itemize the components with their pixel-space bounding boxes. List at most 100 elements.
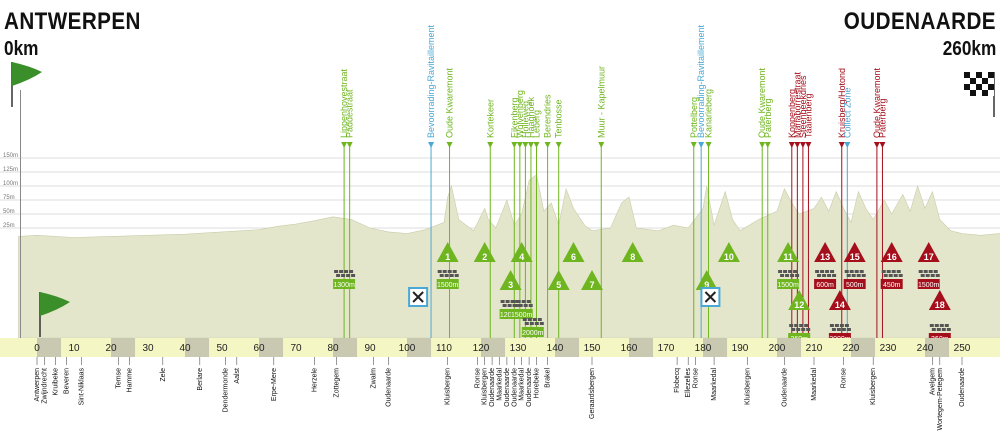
climb-triangle [777, 242, 800, 262]
km-tick-label: 20 [105, 343, 117, 354]
cobble-stone [442, 270, 447, 273]
place-name: Zwijndrecht [41, 368, 48, 404]
cobble-length-label: 1200m [500, 312, 522, 319]
marker-arrow [788, 142, 795, 148]
place-name: Antwerpen [34, 368, 41, 402]
km-axis-cell [629, 338, 654, 357]
cobble-length-badge [814, 279, 837, 289]
start-flag-icon [12, 62, 42, 86]
cobble-length-label: 1500m [511, 312, 533, 319]
cobble-stone [349, 270, 354, 273]
cobble-length-label: 1500m [437, 282, 459, 289]
marker-label: Kruisberg/Hotond [837, 68, 847, 138]
km-axis-cell [111, 338, 136, 357]
marker-label: Oude Kwaremont [872, 67, 882, 138]
marker-label: Oude Kwaremont [757, 67, 767, 138]
km-axis-cell [925, 338, 950, 357]
km-tick-label: 170 [658, 343, 675, 354]
km-tick-label: 100 [399, 343, 416, 354]
km-tick-label: 70 [290, 343, 302, 354]
cobble-stone [511, 300, 516, 303]
climb-triangle [717, 242, 740, 262]
cobble-length-label: 500m [846, 282, 864, 289]
marker-label: Bevoorrading-Ravitaillement [696, 24, 706, 138]
checkered-square [976, 72, 982, 78]
climb-triangle [581, 270, 603, 290]
cobble-stone [516, 300, 521, 303]
marker-label: Koppenberg [787, 89, 797, 138]
cobble-stone [778, 270, 783, 273]
place-name: Oudenaarde [526, 368, 533, 407]
cobble-stone [439, 274, 444, 277]
checkered-square [988, 84, 994, 90]
cobble-stone [518, 304, 523, 307]
cobble-stone [931, 328, 936, 331]
cobble-stone [929, 324, 934, 327]
checkered-square [964, 78, 970, 84]
cobble-length-badge [917, 279, 940, 289]
km-tick-label: 180 [695, 343, 712, 354]
km-tick-label: 0 [34, 343, 40, 354]
cobble-length-badge [880, 279, 903, 289]
place-name: Maarkedal [497, 368, 504, 401]
cobble-stone [780, 274, 785, 277]
cobble-stone [846, 274, 851, 277]
km-tick-label: 120 [473, 343, 490, 354]
place-name: Herzele [312, 368, 319, 392]
cobble-stone [334, 270, 339, 273]
place-name: Ronse [693, 368, 700, 388]
place-name: Hamme [127, 368, 134, 393]
marker-arrow [511, 142, 518, 148]
km-tick-label: 200 [769, 343, 786, 354]
cobble-stone [832, 274, 837, 277]
marker-label: Tenbosse [554, 99, 564, 138]
climb-number: 1 [445, 252, 450, 262]
place-name: Berlare [197, 368, 204, 391]
marker-arrow [544, 142, 551, 148]
km-tick-label: 190 [732, 343, 749, 354]
km-tick-label: 220 [843, 343, 860, 354]
checkered-square [970, 72, 976, 78]
marker-label: Mariaborrestraat [792, 71, 802, 138]
checkered-square [982, 84, 988, 90]
elevation-label: 125m [3, 167, 18, 173]
marker-label: Kortekeer [485, 99, 495, 138]
marker-arrow [698, 142, 705, 148]
marker-label: Holleweg [520, 101, 530, 138]
cobble-stone [844, 270, 849, 273]
cobble-stone [930, 274, 935, 277]
climb-number: 4 [519, 252, 524, 262]
cobble-stone [527, 318, 532, 321]
place-name: Maarkedal [811, 368, 818, 401]
km-tick-label: 130 [510, 343, 527, 354]
km-tick-label: 210 [806, 343, 823, 354]
marker-arrow [838, 142, 845, 148]
cobble-stone [447, 270, 452, 273]
cobble-stone [839, 324, 844, 327]
km-axis-cell [37, 338, 62, 357]
cobble-stone [526, 300, 531, 303]
cobble-stone [836, 328, 841, 331]
cobble-length-badge [510, 309, 533, 319]
elevation-label: 100m [3, 181, 18, 187]
place-name: Avelgem [929, 368, 936, 395]
climb-triangle [621, 242, 644, 262]
cobble-stone [928, 270, 933, 273]
cobble-stone [796, 328, 801, 331]
cobble-stone [452, 270, 457, 273]
checkered-square [970, 84, 976, 90]
cobble-stone [944, 324, 949, 327]
place-name: Erpe-Mere [271, 368, 278, 401]
place-name: Geraardsbergen [589, 368, 596, 419]
marker-label: Oude Kwaremont [445, 67, 455, 138]
cobble-length-label: 1500m [777, 282, 799, 289]
cobble-stone [820, 270, 825, 273]
checkered-square [982, 78, 988, 84]
cobble-stone [505, 300, 510, 303]
km-axis-cell [777, 338, 802, 357]
km-tick-label: 40 [179, 343, 191, 354]
km-axis-cell [555, 338, 580, 357]
km-tick-label: 160 [621, 343, 638, 354]
cobble-stone [444, 274, 449, 277]
